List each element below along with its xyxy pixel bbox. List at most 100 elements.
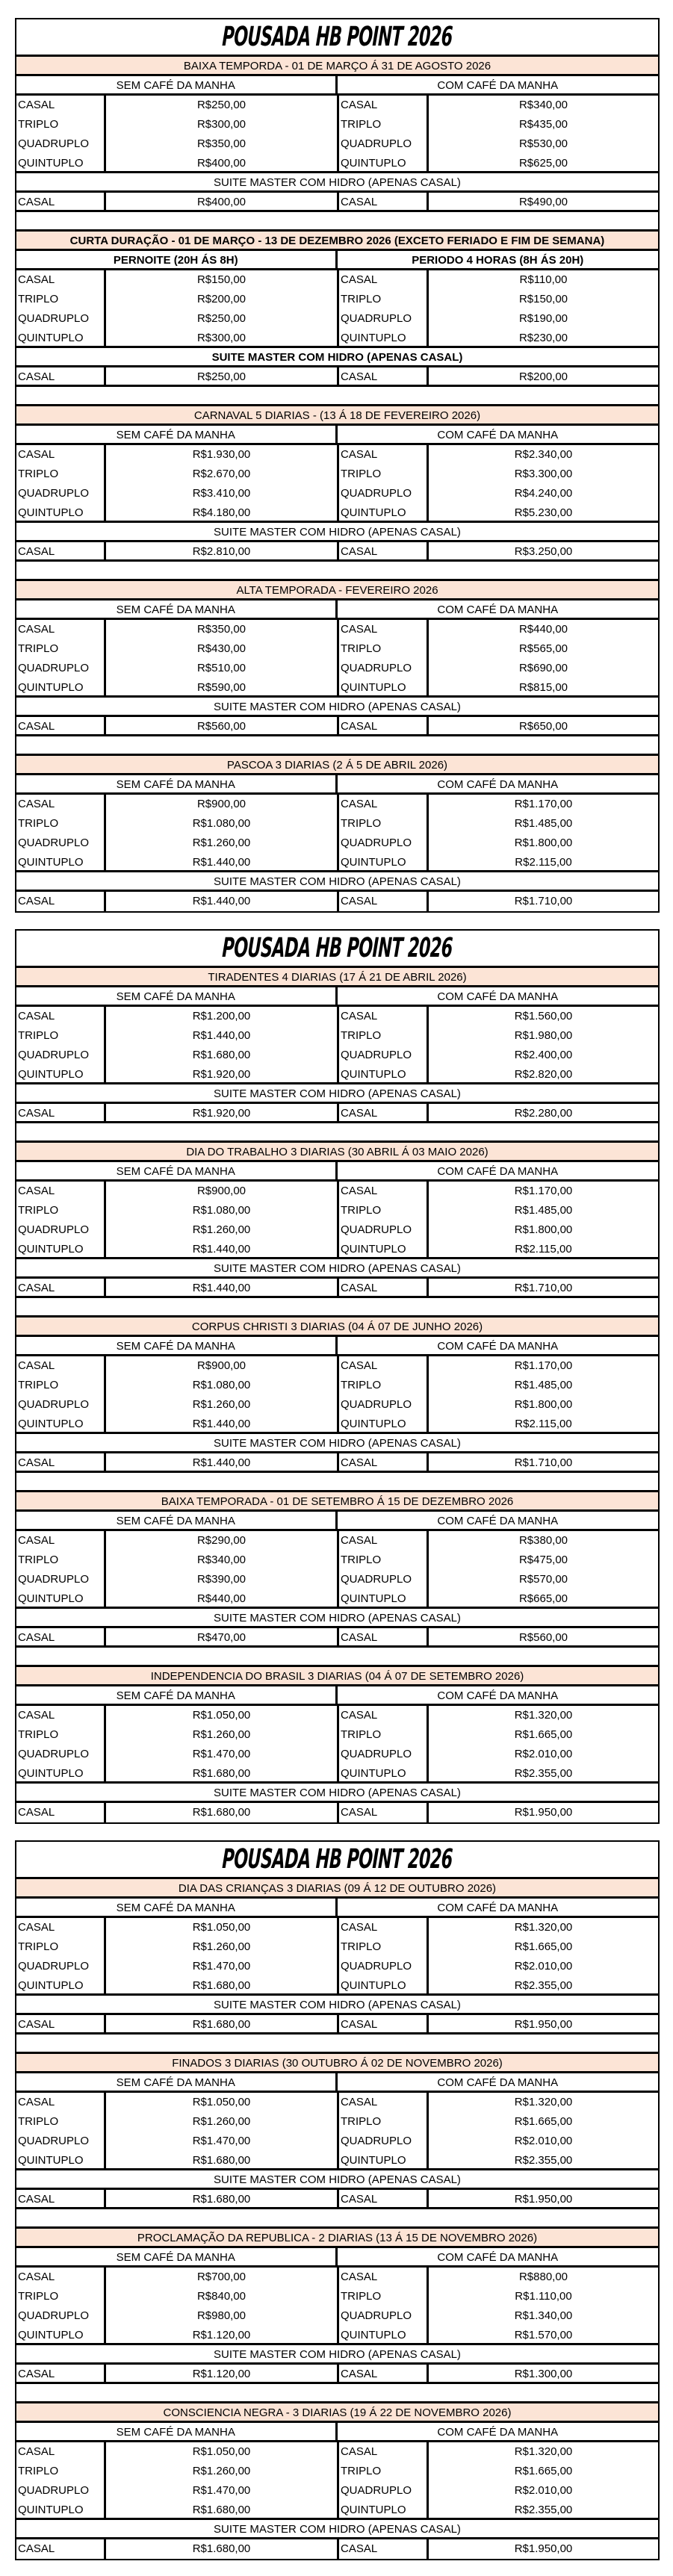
room-type-label: TRIPLO — [339, 465, 429, 484]
price-value: R$560,00 — [518, 1631, 568, 1644]
price-section: CORPUS CHRISTI 3 DIARIAS (04 Á 07 DE JUN… — [16, 1318, 658, 1492]
room-type-label: QUINTUPLO — [16, 1065, 106, 1082]
column-headers: SEM CAFÉ DA MANHA COM CAFÉ DA MANHA — [16, 426, 658, 445]
price-value: R$1.170,00 — [514, 1185, 573, 1197]
price-value: R$1.950,00 — [514, 2018, 573, 2031]
room-type-label: QUINTUPLO — [339, 2501, 429, 2518]
table-row: QUINTUPLO R$1.120,00 QUINTUPLO R$1.570,00 — [16, 2326, 658, 2345]
price-value: R$490,00 — [518, 196, 568, 208]
table-row: CASAL R$1.050,00 CASAL R$1.320,00 — [16, 2093, 658, 2112]
room-type-label: QUADRUPLO — [16, 2306, 106, 2326]
section-spacer — [16, 387, 658, 406]
right-column-header: COM CAFÉ DA MANHA — [437, 2076, 559, 2089]
room-type-label: QUINTUPLO — [16, 853, 106, 870]
price-value: R$565,00 — [518, 642, 568, 655]
table-row: QUADRUPLO R$1.470,00 QUADRUPLO R$2.010,00 — [16, 2481, 658, 2501]
left-column-header: SEM CAFÉ DA MANHA — [16, 987, 338, 1005]
table-row: QUINTUPLO R$400,00 QUINTUPLO R$625,00 — [16, 154, 658, 173]
table-row: QUINTUPLO R$1.680,00 QUINTUPLO R$2.355,00 — [16, 1764, 658, 1784]
price-value: R$340,00 — [106, 1551, 339, 1570]
section-spacer — [16, 1298, 658, 1318]
table-row: QUADRUPLO R$1.680,00 QUADRUPLO R$2.400,00 — [16, 1046, 658, 1065]
section-title: CORPUS CHRISTI 3 DIARIAS (04 Á 07 DE JUN… — [16, 1318, 658, 1337]
room-type-label: QUADRUPLO — [16, 1745, 106, 1764]
column-headers: SEM CAFÉ DA MANHA COM CAFÉ DA MANHA — [16, 2073, 658, 2093]
room-type-label: CASAL — [339, 892, 429, 911]
room-type-label: QUADRUPLO — [339, 659, 429, 678]
table-row: CASAL R$1.050,00 CASAL R$1.320,00 — [16, 2442, 658, 2462]
price-value: R$1.560,00 — [514, 1010, 573, 1022]
price-value: R$1.950,00 — [514, 1806, 573, 1819]
price-value: R$475,00 — [518, 1554, 568, 1566]
room-type-label: TRIPLO — [16, 1725, 106, 1745]
room-type-label: QUADRUPLO — [16, 484, 106, 503]
table-row: QUINTUPLO R$590,00 QUINTUPLO R$815,00 — [16, 678, 658, 698]
price-value: R$1.080,00 — [106, 1376, 339, 1395]
price-value: R$1.200,00 — [106, 1007, 339, 1026]
price-value: R$1.680,00 — [106, 2190, 339, 2207]
price-value: R$1.665,00 — [514, 2115, 573, 2128]
section-title: PROCLAMAÇÃO DA REPUBLICA - 2 DIARIAS (13… — [16, 2229, 658, 2248]
price-value: R$1.320,00 — [514, 2445, 573, 2458]
table-row: QUADRUPLO R$3.410,00 QUADRUPLO R$4.240,00 — [16, 484, 658, 503]
room-type-label: CASAL — [16, 1279, 106, 1296]
room-type-label: QUADRUPLO — [339, 2132, 429, 2151]
right-column-header: COM CAFÉ DA MANHA — [437, 603, 559, 616]
price-value: R$1.320,00 — [514, 1709, 573, 1722]
section-spacer — [16, 562, 658, 581]
room-type-label: QUADRUPLO — [16, 834, 106, 853]
table-row: CASAL R$1.920,00 CASAL R$2.280,00 — [16, 1104, 658, 1123]
table-row: TRIPLO R$1.260,00 TRIPLO R$1.665,00 — [16, 1725, 658, 1745]
price-value: R$2.010,00 — [514, 2484, 573, 2497]
price-value: R$1.680,00 — [106, 2539, 339, 2559]
room-type-label: CASAL — [339, 2442, 429, 2462]
page-title: POUSADA HB POINT 2026 — [16, 1842, 658, 1879]
suite-header: SUITE MASTER COM HIDRO (APENAS CASAL) — [16, 1996, 658, 2015]
room-type-label: CASAL — [16, 96, 106, 115]
table-row: TRIPLO R$1.260,00 TRIPLO R$1.665,00 — [16, 1937, 658, 1957]
suite-header: SUITE MASTER COM HIDRO (APENAS CASAL) — [16, 1784, 658, 1803]
room-type-label: QUADRUPLO — [339, 309, 429, 329]
room-type-label: CASAL — [16, 2268, 106, 2287]
price-value: R$1.710,00 — [514, 1456, 573, 1469]
price-value: R$2.820,00 — [514, 1068, 573, 1081]
room-type-label: TRIPLO — [339, 1376, 429, 1395]
price-value: R$390,00 — [106, 1570, 339, 1589]
price-page: POUSADA HB POINT 2026 TIRADENTES 4 DIARIA… — [15, 929, 660, 1824]
room-type-label: CASAL — [339, 1104, 429, 1121]
right-column-header: COM CAFÉ DA MANHA — [437, 990, 559, 1003]
room-type-label: CASAL — [16, 1104, 106, 1121]
room-type-label: CASAL — [339, 1182, 429, 1201]
price-value: R$1.440,00 — [106, 1453, 339, 1471]
room-type-label: TRIPLO — [16, 1376, 106, 1395]
section-title: INDEPENDENCIA DO BRASIL 3 DIARIAS (04 Á … — [16, 1667, 658, 1686]
room-type-label: QUADRUPLO — [16, 1395, 106, 1415]
right-column-header: COM CAFÉ DA MANHA — [437, 2426, 559, 2439]
right-column-header: COM CAFÉ DA MANHA — [437, 1515, 559, 1527]
price-value: R$2.280,00 — [514, 1107, 573, 1120]
table-row: QUADRUPLO R$1.260,00 QUADRUPLO R$1.800,00 — [16, 834, 658, 853]
suite-header: SUITE MASTER COM HIDRO (APENAS CASAL) — [16, 1084, 658, 1104]
price-value: R$840,00 — [106, 2287, 339, 2306]
room-type-label: CASAL — [16, 717, 106, 734]
price-value: R$290,00 — [106, 1531, 339, 1551]
room-type-label: QUADRUPLO — [16, 1570, 106, 1589]
price-value: R$200,00 — [518, 370, 568, 383]
room-type-label: QUADRUPLO — [339, 1570, 429, 1589]
price-value: R$3.250,00 — [514, 545, 573, 558]
table-row: QUINTUPLO R$1.440,00 QUINTUPLO R$2.115,00 — [16, 1415, 658, 1434]
room-type-label: CASAL — [339, 2268, 429, 2287]
table-row: CASAL R$290,00 CASAL R$380,00 — [16, 1531, 658, 1551]
room-type-label: TRIPLO — [16, 2287, 106, 2306]
section-spacer — [16, 212, 658, 232]
table-row: QUINTUPLO R$440,00 QUINTUPLO R$665,00 — [16, 1589, 658, 1609]
price-value: R$3.300,00 — [514, 468, 573, 480]
price-value: R$1.340,00 — [514, 2309, 573, 2322]
room-type-label: CASAL — [16, 2442, 106, 2462]
table-row: CASAL R$1.680,00 CASAL R$1.950,00 — [16, 1803, 658, 1822]
room-type-label: QUINTUPLO — [339, 1240, 429, 1257]
price-value: R$1.120,00 — [106, 2326, 339, 2343]
price-value: R$200,00 — [106, 290, 339, 309]
room-type-label: TRIPLO — [16, 465, 106, 484]
column-headers: SEM CAFÉ DA MANHA COM CAFÉ DA MANHA — [16, 2248, 658, 2268]
